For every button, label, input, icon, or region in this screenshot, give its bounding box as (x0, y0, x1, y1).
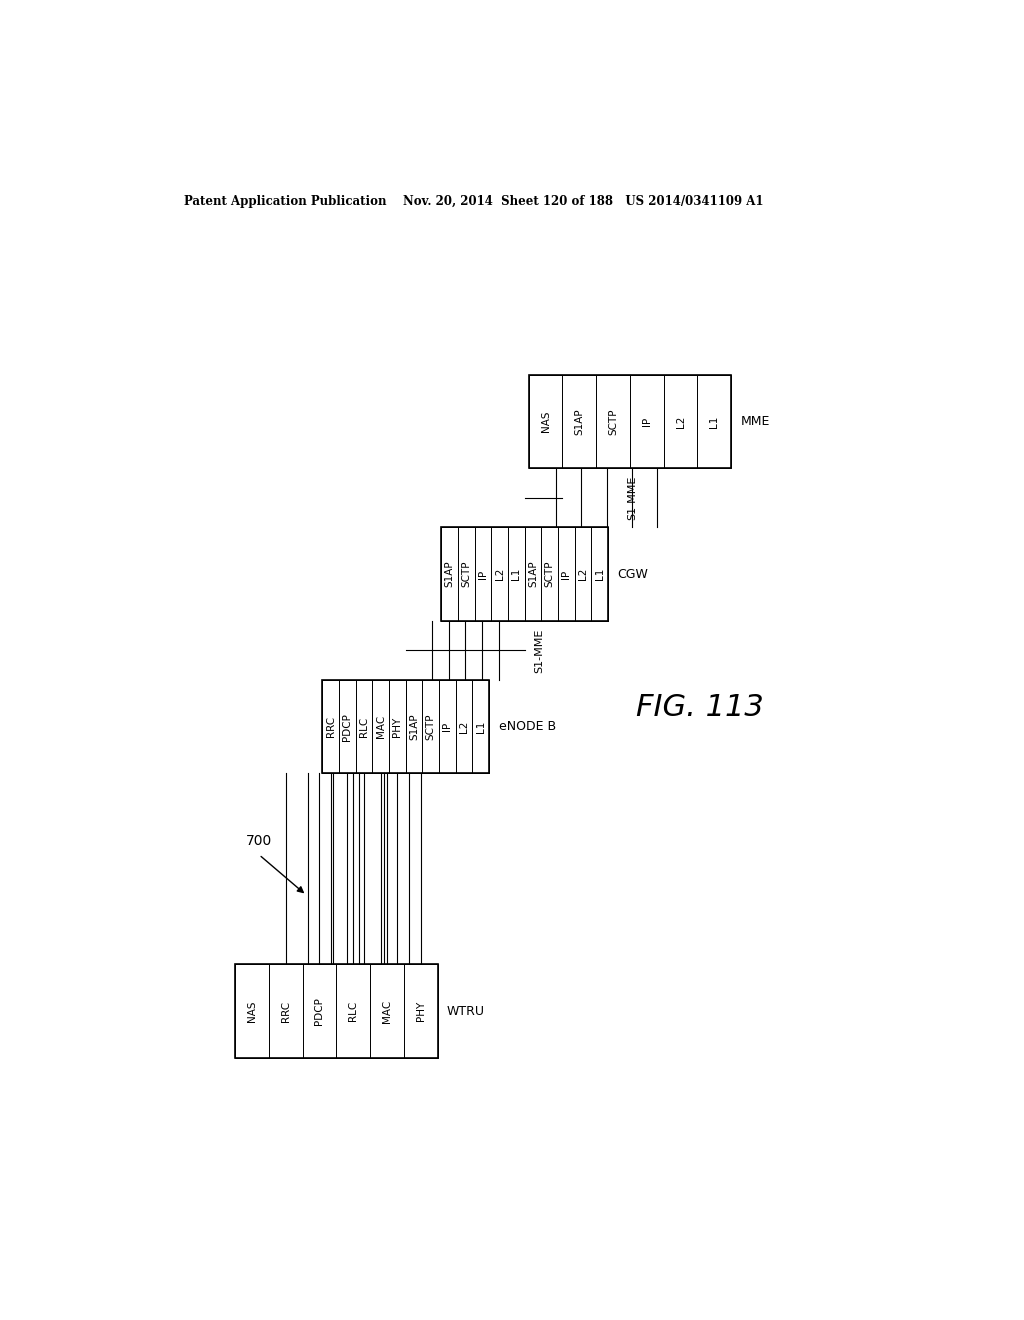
Text: eNODE B: eNODE B (499, 721, 556, 733)
Bar (458, 528, 475, 620)
Bar (562, 375, 596, 469)
Bar (592, 528, 608, 620)
Bar (542, 528, 558, 620)
Bar (472, 680, 489, 774)
Bar (370, 965, 403, 1057)
Text: S1AP: S1AP (444, 561, 455, 587)
Bar (441, 528, 525, 620)
Text: S1AP: S1AP (410, 713, 419, 741)
Text: RLC: RLC (359, 717, 369, 737)
Bar (423, 680, 439, 774)
Bar (336, 965, 370, 1057)
Text: SCTP: SCTP (608, 408, 618, 434)
Text: NAS: NAS (247, 1001, 257, 1022)
Text: L1: L1 (595, 568, 605, 581)
Bar (236, 965, 437, 1057)
Text: L2: L2 (459, 721, 469, 733)
Bar (323, 680, 406, 774)
Text: L2: L2 (579, 568, 588, 581)
Text: NAS: NAS (541, 411, 551, 433)
Bar (355, 680, 373, 774)
Text: FIG. 113: FIG. 113 (636, 693, 763, 722)
Bar (303, 965, 336, 1057)
Text: CGW: CGW (617, 568, 648, 581)
Text: RLC: RLC (348, 1001, 358, 1022)
Text: MAC: MAC (376, 715, 386, 738)
Bar (323, 680, 489, 774)
Text: IP: IP (561, 569, 571, 578)
Bar (456, 680, 472, 774)
Text: SCTP: SCTP (462, 561, 471, 587)
Bar (528, 375, 562, 469)
Bar (403, 965, 437, 1057)
Text: L1: L1 (511, 568, 521, 581)
Bar (236, 965, 269, 1057)
Bar (475, 528, 492, 620)
Text: L1: L1 (710, 416, 719, 428)
Text: PHY: PHY (416, 1001, 426, 1022)
Bar (269, 965, 303, 1057)
Bar (524, 528, 608, 620)
Text: S1-MME: S1-MME (628, 475, 638, 520)
Text: SCTP: SCTP (426, 713, 436, 739)
Bar (323, 680, 339, 774)
Text: RRC: RRC (326, 715, 336, 737)
Bar (524, 528, 542, 620)
Bar (558, 528, 574, 620)
Bar (697, 375, 731, 469)
Bar (373, 680, 389, 774)
Bar (508, 528, 524, 620)
Text: WTRU: WTRU (447, 1005, 485, 1018)
Text: Patent Application Publication    Nov. 20, 2014  Sheet 120 of 188   US 2014/0341: Patent Application Publication Nov. 20, … (183, 194, 763, 207)
Text: L2: L2 (676, 416, 685, 428)
Text: L1: L1 (476, 721, 485, 733)
Text: L2: L2 (495, 568, 505, 581)
Bar (389, 680, 406, 774)
Bar (630, 375, 664, 469)
Text: IP: IP (478, 569, 488, 578)
Bar (596, 375, 630, 469)
Bar (406, 680, 423, 774)
Bar (441, 528, 458, 620)
Text: IP: IP (642, 417, 652, 426)
Bar (441, 528, 608, 620)
Bar (574, 528, 592, 620)
Text: 700: 700 (246, 833, 271, 847)
Bar (339, 680, 355, 774)
Bar (492, 528, 508, 620)
Text: MME: MME (740, 416, 770, 428)
Text: PDCP: PDCP (314, 997, 325, 1026)
Text: S1AP: S1AP (574, 408, 585, 436)
Text: S1AP: S1AP (528, 561, 539, 587)
Text: RRC: RRC (281, 1001, 291, 1022)
Bar (406, 680, 489, 774)
Bar (664, 375, 697, 469)
Text: PHY: PHY (392, 717, 402, 737)
Bar (439, 680, 456, 774)
Text: PDCP: PDCP (342, 713, 352, 741)
Bar (528, 375, 731, 469)
Text: MAC: MAC (382, 999, 392, 1023)
Text: SCTP: SCTP (545, 561, 555, 587)
Text: IP: IP (442, 722, 453, 731)
Text: S1-MME: S1-MME (535, 628, 545, 672)
